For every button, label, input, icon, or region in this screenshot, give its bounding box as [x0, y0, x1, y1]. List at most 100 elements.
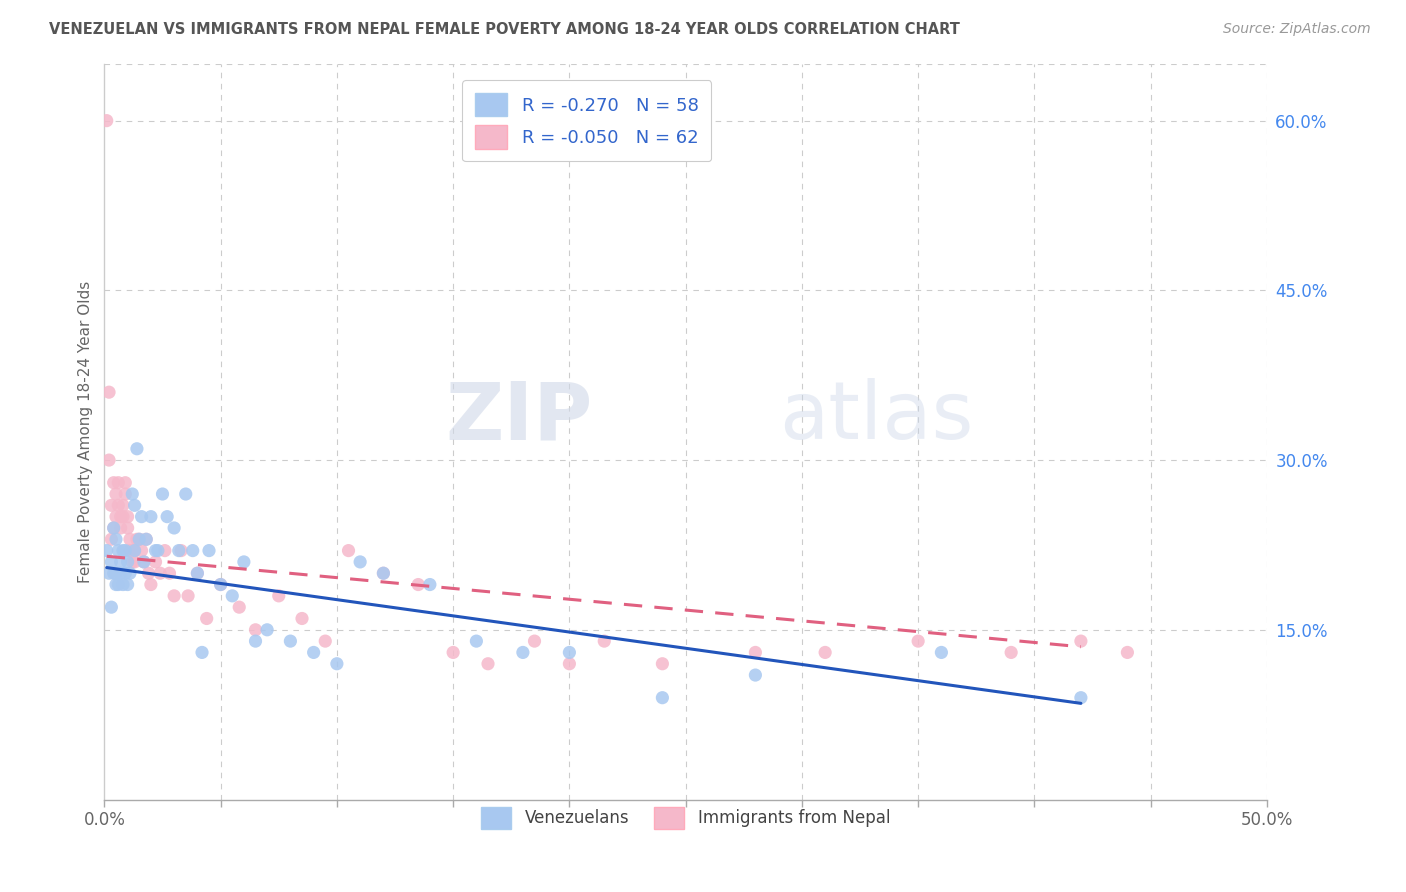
Point — [593, 634, 616, 648]
Point — [441, 645, 464, 659]
Point — [314, 634, 336, 648]
Point — [170, 543, 193, 558]
Point — [512, 645, 534, 659]
Point — [228, 600, 250, 615]
Point — [118, 543, 141, 558]
Point — [103, 566, 125, 581]
Point — [280, 634, 302, 648]
Point — [373, 566, 395, 581]
Point — [114, 487, 136, 501]
Point — [907, 634, 929, 648]
Point — [98, 453, 121, 467]
Point — [125, 442, 148, 456]
Point — [107, 577, 129, 591]
Point — [174, 487, 197, 501]
Point — [117, 555, 139, 569]
Point — [107, 499, 129, 513]
Point — [167, 543, 190, 558]
Point — [105, 577, 128, 591]
Point — [337, 543, 360, 558]
Point — [195, 611, 218, 625]
Point — [931, 645, 953, 659]
Point — [186, 566, 208, 581]
Point — [114, 543, 136, 558]
Point — [146, 543, 169, 558]
Point — [100, 600, 122, 615]
Point — [103, 521, 125, 535]
Point — [98, 566, 121, 581]
Point — [814, 645, 837, 659]
Point — [128, 533, 150, 547]
Point — [124, 543, 146, 558]
Point — [139, 577, 162, 591]
Y-axis label: Female Poverty Among 18-24 Year Olds: Female Poverty Among 18-24 Year Olds — [79, 281, 93, 582]
Point — [152, 487, 174, 501]
Point — [100, 499, 122, 513]
Point — [465, 634, 488, 648]
Point — [153, 543, 176, 558]
Point — [96, 543, 118, 558]
Point — [558, 645, 581, 659]
Point — [744, 668, 766, 682]
Point — [302, 645, 325, 659]
Point — [177, 589, 200, 603]
Point — [145, 543, 167, 558]
Point — [245, 634, 267, 648]
Point — [105, 509, 128, 524]
Point — [232, 555, 254, 569]
Point — [125, 533, 148, 547]
Point — [111, 543, 134, 558]
Point — [138, 566, 160, 581]
Point — [132, 555, 155, 569]
Point — [326, 657, 349, 671]
Text: atlas: atlas — [779, 378, 973, 456]
Point — [139, 509, 162, 524]
Point — [100, 555, 122, 569]
Point — [110, 566, 132, 581]
Point — [121, 555, 143, 569]
Point — [156, 509, 179, 524]
Point — [651, 690, 673, 705]
Point — [349, 555, 371, 569]
Point — [111, 509, 134, 524]
Point — [209, 577, 232, 591]
Point — [121, 543, 143, 558]
Point — [105, 533, 128, 547]
Point — [132, 555, 155, 569]
Point — [373, 566, 395, 581]
Point — [149, 566, 172, 581]
Point — [98, 385, 121, 400]
Point — [117, 509, 139, 524]
Point — [651, 657, 673, 671]
Point — [523, 634, 546, 648]
Point — [406, 577, 429, 591]
Point — [163, 589, 186, 603]
Point — [107, 475, 129, 490]
Point — [128, 533, 150, 547]
Text: Source: ZipAtlas.com: Source: ZipAtlas.com — [1223, 22, 1371, 37]
Point — [117, 521, 139, 535]
Point — [96, 113, 118, 128]
Legend: Venezuelans, Immigrants from Nepal: Venezuelans, Immigrants from Nepal — [475, 800, 897, 835]
Point — [100, 533, 122, 547]
Point — [124, 543, 146, 558]
Point — [1000, 645, 1022, 659]
Point — [124, 555, 146, 569]
Point — [110, 521, 132, 535]
Point — [744, 645, 766, 659]
Point — [256, 623, 278, 637]
Text: VENEZUELAN VS IMMIGRANTS FROM NEPAL FEMALE POVERTY AMONG 18-24 YEAR OLDS CORRELA: VENEZUELAN VS IMMIGRANTS FROM NEPAL FEMA… — [49, 22, 960, 37]
Point — [131, 509, 153, 524]
Point — [558, 657, 581, 671]
Point — [163, 521, 186, 535]
Point — [110, 509, 132, 524]
Point — [145, 555, 167, 569]
Point — [118, 566, 141, 581]
Point — [159, 566, 181, 581]
Point — [209, 577, 232, 591]
Point — [1070, 690, 1092, 705]
Point — [131, 543, 153, 558]
Point — [107, 543, 129, 558]
Point — [186, 566, 208, 581]
Point — [267, 589, 290, 603]
